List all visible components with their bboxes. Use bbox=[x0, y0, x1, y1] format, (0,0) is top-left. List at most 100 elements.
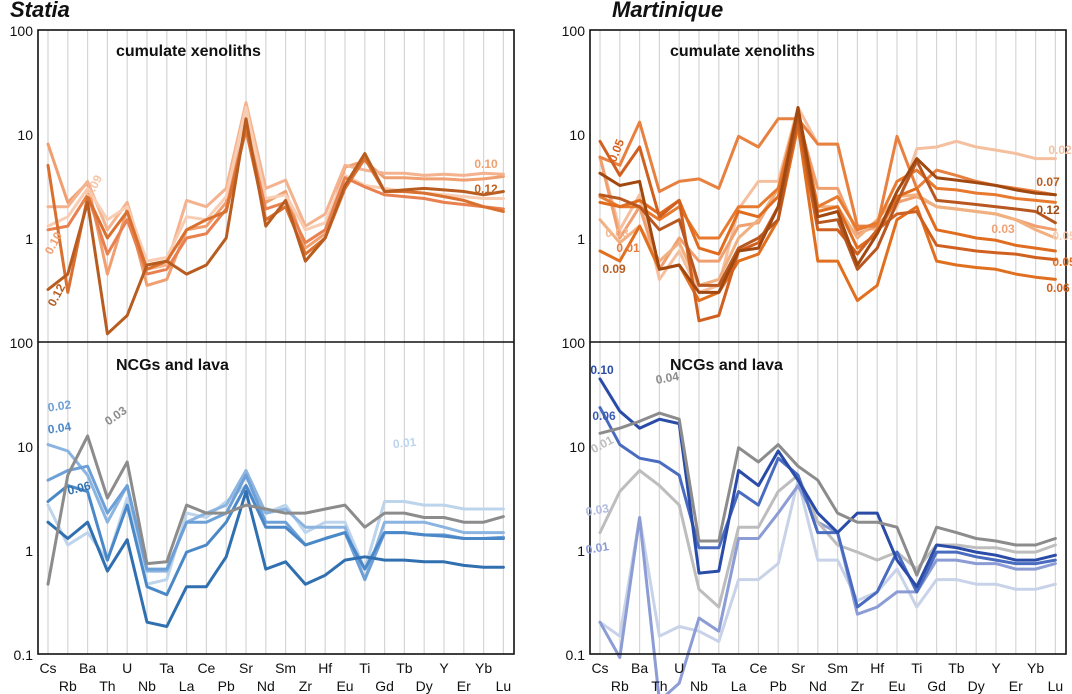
annotation-label: 0.05 bbox=[605, 137, 627, 164]
x-tick-label: Nb bbox=[138, 678, 156, 694]
y-tick-label: 1 bbox=[577, 543, 585, 559]
x-tick-label: Lu bbox=[1048, 678, 1064, 694]
x-tick-label: Y bbox=[991, 660, 1001, 676]
annotation-label: 0.04 bbox=[47, 419, 72, 436]
y-tick-label: 10 bbox=[569, 127, 585, 143]
series-line bbox=[598, 377, 1057, 589]
y-tick-label: 1 bbox=[577, 231, 585, 247]
series-line bbox=[46, 124, 505, 276]
x-tick-label: Ta bbox=[159, 660, 174, 676]
panel-series bbox=[46, 101, 505, 336]
x-tick-label: Cs bbox=[39, 660, 56, 676]
series-line bbox=[598, 111, 1057, 287]
y-tick-label: 0.1 bbox=[14, 647, 34, 663]
x-tick-label: Gd bbox=[927, 678, 946, 694]
panel-label-cumulate-xenoliths: cumulate xenoliths bbox=[670, 43, 815, 60]
y-tick-label: 0.1 bbox=[566, 647, 586, 663]
x-tick-label: Eu bbox=[336, 678, 353, 694]
statia-chart: Statia cumulate xenoliths NCGs and lava … bbox=[10, 0, 515, 694]
x-tick-label: Dy bbox=[968, 678, 985, 694]
panel-label-ncgs-and-lava: NCGs and lava bbox=[116, 357, 229, 374]
annotation-label: 0.12 bbox=[474, 182, 498, 196]
series-line bbox=[598, 411, 1057, 577]
annotation-label: 0.09 bbox=[82, 172, 105, 199]
x-tick-label: Ti bbox=[911, 660, 922, 676]
x-tick-label: Gd bbox=[375, 678, 394, 694]
annotation-label: 0.06 bbox=[592, 409, 616, 423]
series-line bbox=[46, 490, 505, 628]
series-line bbox=[46, 484, 505, 597]
x-tick-label: Ba bbox=[79, 660, 96, 676]
y-tick-label: 100 bbox=[10, 335, 34, 351]
x-tick-label: Nd bbox=[257, 678, 275, 694]
martinique-chart: Martinique cumulate xenoliths NCGs and l… bbox=[562, 0, 1072, 694]
annotation-label: 0.02 bbox=[1048, 143, 1072, 157]
annotation-label: 0.04 bbox=[655, 369, 681, 387]
x-tick-label: Nd bbox=[809, 678, 827, 694]
y-tick-label: 10 bbox=[17, 127, 33, 143]
annotation-label: 0.09 bbox=[602, 262, 626, 276]
x-tick-label: Zr bbox=[299, 678, 313, 694]
y-tick-label: 10 bbox=[17, 439, 33, 455]
x-tick-label: Sm bbox=[275, 660, 296, 676]
annotation-label: 0.06 bbox=[66, 478, 92, 497]
x-tick-label: Eu bbox=[888, 678, 905, 694]
annotation-label: 0.07 bbox=[1036, 175, 1060, 189]
series-line bbox=[598, 106, 1057, 294]
series-line bbox=[598, 108, 1057, 240]
x-tick-label: Pb bbox=[770, 678, 787, 694]
annotation-label: 0.05 bbox=[1052, 229, 1072, 243]
x-tick-label: Sm bbox=[827, 660, 848, 676]
chart-title: Martinique bbox=[612, 0, 723, 22]
y-tick-label: 100 bbox=[562, 335, 586, 351]
x-tick-label: U bbox=[122, 660, 132, 676]
x-tick-label: Nb bbox=[690, 678, 708, 694]
series-line bbox=[46, 434, 505, 586]
annotation-label: 0.03 bbox=[585, 501, 611, 519]
x-tick-label: Yb bbox=[1027, 660, 1044, 676]
series-line bbox=[46, 484, 505, 586]
series-line bbox=[598, 484, 1057, 694]
series-layer bbox=[46, 101, 505, 628]
x-tick-label: U bbox=[674, 660, 684, 676]
x-tick-label: Ba bbox=[631, 660, 648, 676]
x-tick-label: Ti bbox=[359, 660, 370, 676]
x-tick-label: Sr bbox=[239, 660, 253, 676]
series-line bbox=[598, 124, 1057, 287]
annotation-label: 0.12 bbox=[1036, 203, 1060, 217]
series-line bbox=[598, 120, 1057, 323]
x-tick-label: Sr bbox=[791, 660, 805, 676]
x-tick-label: Hf bbox=[870, 660, 884, 676]
y-tick-label: 1 bbox=[25, 543, 33, 559]
x-tick-label: Hf bbox=[318, 660, 332, 676]
y-tick-label: 10 bbox=[569, 439, 585, 455]
x-tick-label: Rb bbox=[611, 678, 629, 694]
annotation-label: 0.03 bbox=[991, 222, 1015, 236]
x-tick-label: Er bbox=[457, 678, 471, 694]
series-line bbox=[598, 406, 1057, 609]
annotation-label: 0.01 bbox=[589, 433, 616, 456]
x-tick-label: Lu bbox=[496, 678, 512, 694]
x-tick-label: La bbox=[731, 678, 747, 694]
x-tick-label: Dy bbox=[416, 678, 433, 694]
panel-series bbox=[598, 377, 1057, 694]
x-tick-label: Zr bbox=[851, 678, 865, 694]
x-tick-label: Tb bbox=[948, 660, 965, 676]
panel-series bbox=[46, 434, 505, 628]
annotation-label: 0.01 bbox=[616, 241, 640, 255]
x-tick-label: Y bbox=[439, 660, 449, 676]
annotation-label: 0.01 bbox=[392, 435, 417, 451]
series-line bbox=[46, 101, 505, 271]
series-line bbox=[598, 478, 1057, 644]
annotation-label: 0.03 bbox=[605, 226, 629, 240]
series-line bbox=[598, 106, 1057, 294]
y-tick-label: 1 bbox=[25, 231, 33, 247]
panel-series bbox=[598, 106, 1057, 323]
series-layer bbox=[598, 106, 1057, 694]
y-tick-label: 100 bbox=[562, 23, 586, 39]
annotation-label: 0.10 bbox=[474, 157, 498, 171]
x-tick-label: Ta bbox=[711, 660, 726, 676]
x-tick-label: Th bbox=[99, 678, 115, 694]
